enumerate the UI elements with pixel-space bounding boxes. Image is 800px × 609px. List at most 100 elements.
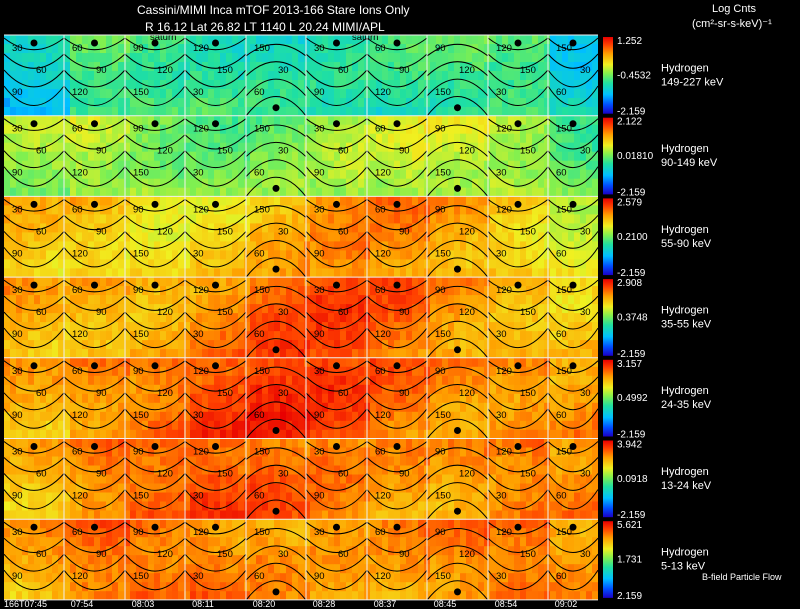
heatmap-cell: [400, 465, 407, 475]
heatmap-cell: [286, 304, 293, 314]
heatmap-cell: [274, 447, 281, 457]
heatmap-cell: [544, 277, 551, 287]
heatmap-cell: [256, 384, 263, 395]
heatmap-cell: [4, 205, 11, 215]
heatmap-cell: [40, 115, 47, 126]
heatmap-cell: [388, 142, 395, 153]
heatmap-cell: [22, 456, 29, 466]
heatmap-cell: [100, 71, 107, 81]
heatmap-cell: [178, 483, 185, 493]
heatmap-cell: [448, 89, 455, 99]
heatmap-cell: [196, 402, 203, 413]
heatmap-cell: [556, 357, 563, 368]
heatmap-cell: [580, 35, 587, 45]
heatmap-cell: [10, 133, 17, 144]
heatmap-cell: [232, 474, 239, 484]
heatmap-cell: [400, 268, 407, 278]
heatmap-cell: [178, 107, 185, 117]
heatmap-cell: [430, 205, 437, 215]
heatmap-cell: [538, 313, 545, 323]
heatmap-cell: [154, 456, 161, 466]
heatmap-cell: [406, 438, 413, 448]
heatmap-cell: [574, 384, 581, 395]
heatmap-cell: [388, 331, 395, 341]
heatmap-cell: [304, 133, 311, 144]
heatmap-cell: [526, 107, 533, 117]
heatmap-cell: [100, 420, 107, 431]
heatmap-cell: [22, 259, 29, 269]
heatmap-cell: [160, 178, 167, 189]
heatmap-cell: [124, 142, 131, 153]
heatmap-cell: [496, 447, 503, 457]
heatmap-cell: [106, 375, 113, 386]
heatmap-cell: [10, 322, 17, 332]
heatmap-cell: [172, 286, 179, 296]
heatmap-cell: [346, 89, 353, 99]
heatmap-cell: [322, 456, 329, 466]
heatmap-cell: [454, 384, 461, 395]
heatmap-cell: [418, 169, 425, 180]
heatmap-cell: [190, 53, 197, 63]
heatmap-cell: [46, 187, 53, 198]
heatmap-cell: [586, 331, 593, 341]
heatmap-cell: [52, 71, 59, 81]
heatmap-cell: [568, 331, 575, 341]
heatmap-cell: [418, 124, 425, 135]
heatmap-cell: [526, 35, 533, 45]
heatmap-cell: [22, 438, 29, 448]
heatmap-cell: [76, 44, 83, 54]
heatmap-cell: [532, 304, 539, 314]
heatmap-cell: [448, 205, 455, 215]
heatmap-cell: [154, 322, 161, 332]
heatmap-cell: [346, 268, 353, 278]
heatmap-cell: [106, 35, 113, 45]
heatmap-cell: [148, 340, 155, 350]
heatmap-cell: [10, 160, 17, 171]
heatmap-cell: [520, 35, 527, 45]
heatmap-cell: [418, 35, 425, 45]
heatmap-cell: [556, 340, 563, 350]
heatmap-cell: [46, 465, 53, 475]
heatmap-cell: [136, 340, 143, 350]
heatmap-cell: [562, 107, 569, 117]
heatmap-cell: [148, 456, 155, 466]
heatmap-cell: [436, 295, 443, 305]
heatmap-cell: [268, 474, 275, 484]
heatmap-cell: [232, 375, 239, 386]
heatmap-cell: [232, 304, 239, 314]
heatmap-cell: [538, 349, 545, 359]
heatmap-cell: [460, 375, 467, 386]
heatmap-cell: [346, 241, 353, 251]
heatmap-cell: [208, 107, 215, 117]
heatmap-cell: [154, 71, 161, 81]
heatmap-cell: [280, 429, 287, 440]
heatmap-cell: [166, 474, 173, 484]
heatmap-cell: [466, 196, 473, 206]
heatmap-cell: [310, 232, 317, 242]
heatmap-cell: [22, 277, 29, 287]
heatmap-cell: [454, 178, 461, 189]
heatmap-cell: [190, 268, 197, 278]
heatmap-cell: [4, 259, 11, 269]
heatmap-cell: [442, 402, 449, 413]
heatmap-cell: [340, 250, 347, 260]
heatmap-cell: [490, 107, 497, 117]
heatmap-cell: [430, 268, 437, 278]
heatmap-cell: [286, 214, 293, 224]
heatmap-cell: [280, 214, 287, 224]
heatmap-cell: [136, 89, 143, 99]
heatmap-cell: [94, 241, 101, 251]
heatmap-cell: [202, 107, 209, 117]
heatmap-cell: [88, 223, 95, 233]
heatmap-cell: [58, 384, 65, 395]
heatmap-cell: [406, 187, 413, 198]
heatmap-cell: [256, 133, 263, 144]
heatmap-cell: [274, 313, 281, 323]
heatmap-cell: [460, 115, 467, 126]
heatmap-cell: [388, 366, 395, 377]
heatmap-cell: [112, 340, 119, 350]
heatmap-cell: [172, 223, 179, 233]
heatmap-cell: [190, 241, 197, 251]
heatmap-cell: [172, 420, 179, 431]
heatmap-cell: [556, 259, 563, 269]
